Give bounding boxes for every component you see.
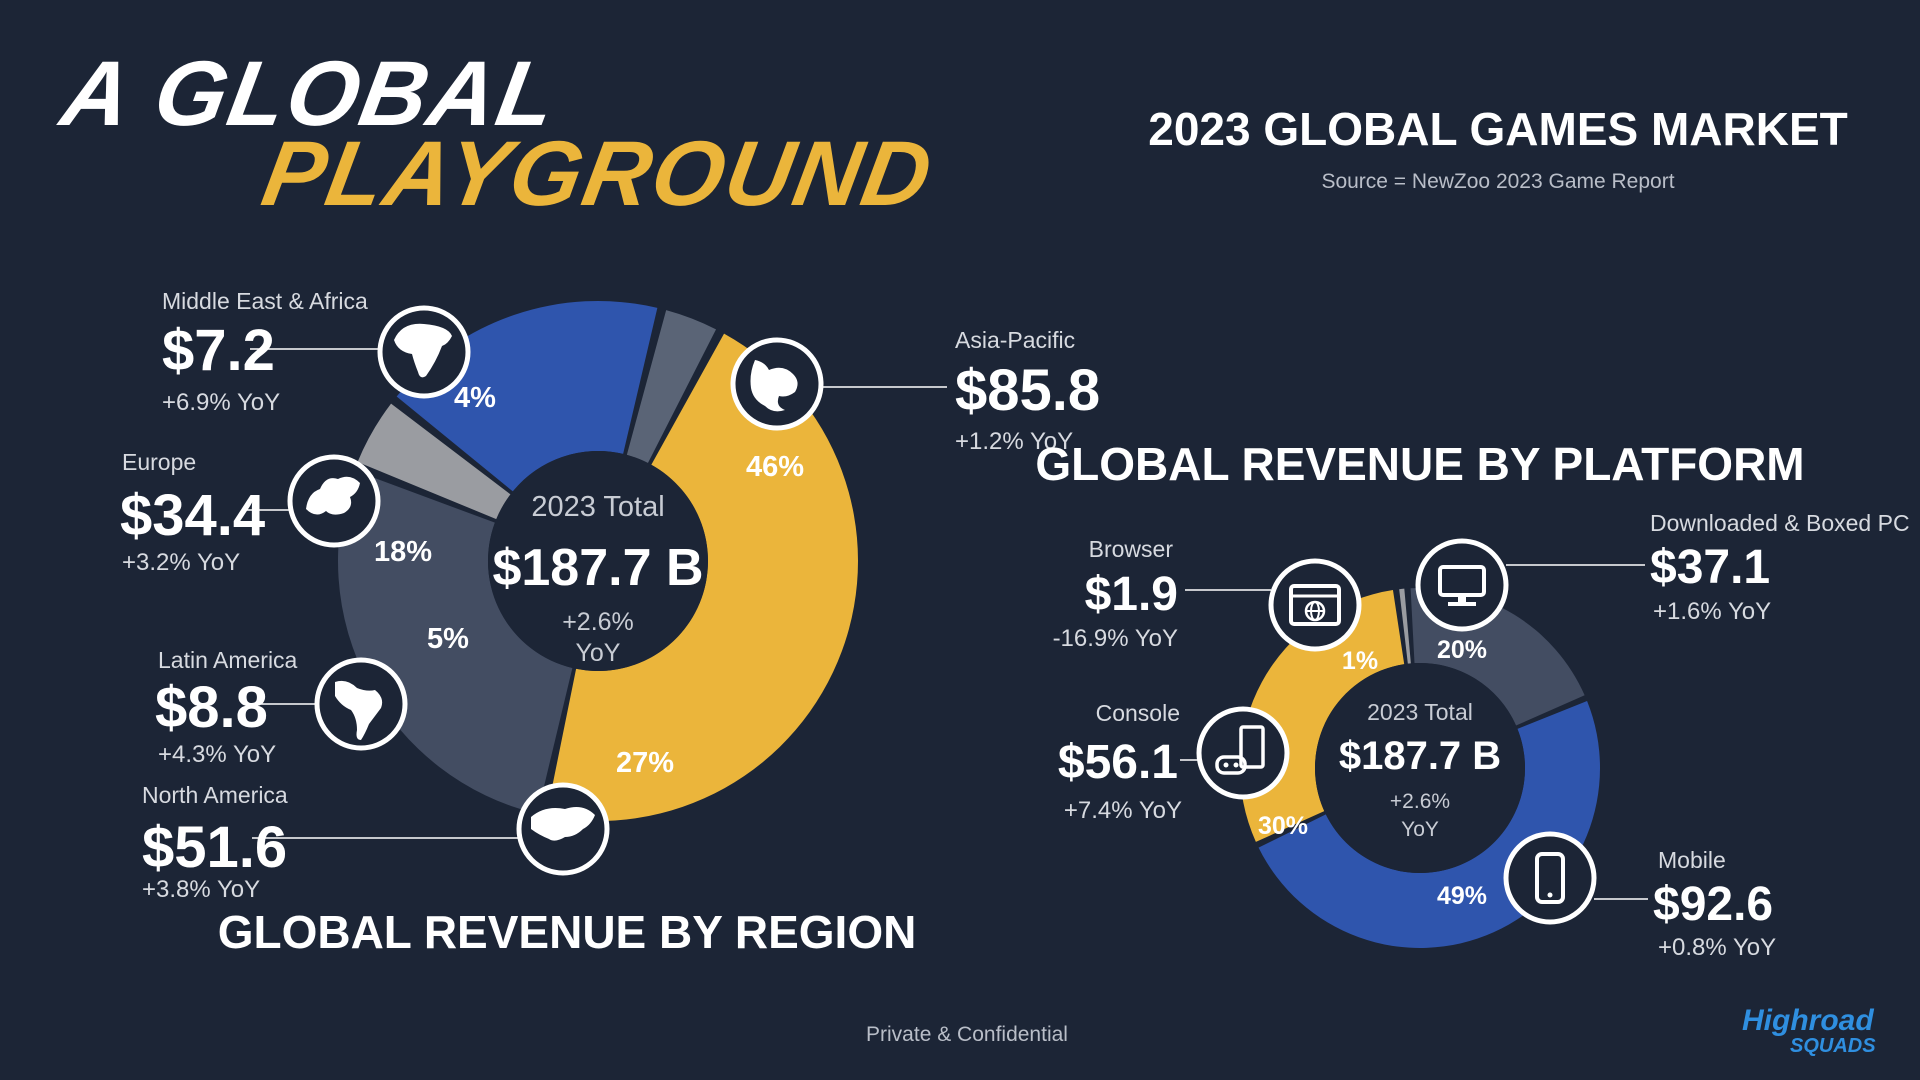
north-america-map-icon <box>516 782 610 876</box>
market-heading: 2023 GLOBAL GAMES MARKET <box>1148 103 1847 155</box>
platform-percent-label: 49% <box>1437 882 1487 910</box>
region-value-label: $85.8 <box>955 358 1100 423</box>
region-name-label: Europe <box>122 449 196 475</box>
monitor-icon <box>1415 538 1509 632</box>
region-percent-label: 18% <box>374 536 432 568</box>
platform-name-label: Browser <box>1089 536 1174 562</box>
logo-top: Highroad <box>1742 1004 1874 1037</box>
platform-chart-title: GLOBAL REVENUE BY PLATFORM <box>1035 438 1804 490</box>
asia-map-icon <box>730 337 824 431</box>
title-line2: PLAYGROUND <box>255 122 941 225</box>
region-slice-4 <box>626 310 717 463</box>
platform-yoy-label: +0.8% YoY <box>1658 934 1776 961</box>
platform-value-label: $37.1 <box>1650 541 1770 594</box>
browser-icon <box>1268 558 1362 652</box>
region-center <box>488 451 708 671</box>
region-value-label: $8.8 <box>155 675 268 740</box>
confidential-footer: Private & Confidential <box>866 1023 1068 1046</box>
platform-center-label: 2023 Total <box>1367 699 1473 725</box>
europe-map-icon <box>287 454 381 548</box>
platform-center-value: $187.7 B <box>1339 734 1501 778</box>
market-source: Source = NewZoo 2023 Game Report <box>1321 170 1674 193</box>
platform-yoy-label: -16.9% YoY <box>1053 625 1178 652</box>
console-icon <box>1196 706 1290 800</box>
smartphone-icon <box>1503 831 1597 925</box>
region-percent-label: 46% <box>746 451 804 483</box>
region-yoy-label: +3.2% YoY <box>122 549 240 576</box>
region-center-yoy: YoY <box>576 639 621 667</box>
platform-value-label: $92.6 <box>1653 878 1773 931</box>
platform-percent-label: 30% <box>1258 812 1308 840</box>
platform-percent-label: 20% <box>1437 636 1487 664</box>
platform-center <box>1315 663 1525 873</box>
platform-yoy-label: +1.6% YoY <box>1653 598 1771 625</box>
region-donut-chart: 46% 27% 5% 18% 4% 2023 Total $187.7 B +2.6% YoY A… <box>120 288 1100 903</box>
highroad-squads-logo: Highroad SQUADS <box>1742 1004 1876 1057</box>
platform-slice-3 <box>1399 588 1411 664</box>
platform-name-label: Mobile <box>1658 847 1726 873</box>
title-line1: A GLOBAL <box>52 42 565 145</box>
region-center-change: +2.6% <box>562 608 634 636</box>
region-name-label: North America <box>142 782 288 808</box>
platform-yoy-label: +7.4% YoY <box>1064 797 1182 824</box>
region-percent-label: 27% <box>616 747 674 779</box>
region-slice-1 <box>337 470 573 814</box>
platform-value-label: $56.1 <box>1058 736 1178 789</box>
region-slice-0 <box>546 333 859 822</box>
region-yoy-label: +6.9% YoY <box>162 389 280 416</box>
platform-center-yoy: YoY <box>1401 818 1439 841</box>
region-center-value: $187.7 B <box>492 539 703 597</box>
platform-center-change: +2.6% <box>1390 790 1450 813</box>
logo-bottom: SQUADS <box>1790 1035 1876 1057</box>
platform-donut-chart: 20% 49% 30% 1% 2023 Total $187.7 B +2.6% YoY Dow… <box>1053 510 1910 961</box>
region-value-label: $34.4 <box>120 483 265 548</box>
platform-percent-label: 1% <box>1342 647 1378 675</box>
latin-america-map-icon <box>314 657 408 751</box>
region-percent-label: 4% <box>454 382 496 414</box>
region-chart-title: GLOBAL REVENUE BY REGION <box>218 906 917 958</box>
region-yoy-label: +4.3% YoY <box>158 741 276 768</box>
region-name-label: Asia-Pacific <box>955 327 1075 353</box>
region-center-label: 2023 Total <box>531 491 664 523</box>
region-name-label: Middle East & Africa <box>162 288 368 314</box>
region-value-label: $51.6 <box>142 815 287 880</box>
region-yoy-label: +3.8% YoY <box>142 876 260 903</box>
africa-map-icon <box>377 305 471 399</box>
region-slice-2 <box>357 403 511 520</box>
platform-name-label: Console <box>1096 700 1180 726</box>
region-yoy-label: +1.2% YoY <box>955 428 1073 455</box>
region-name-label: Latin America <box>158 647 298 673</box>
platform-name-label: Downloaded & Boxed PC <box>1650 510 1910 536</box>
platform-value-label: $1.9 <box>1085 568 1178 621</box>
region-percent-label: 5% <box>427 623 469 655</box>
region-value-label: $7.2 <box>162 318 275 383</box>
